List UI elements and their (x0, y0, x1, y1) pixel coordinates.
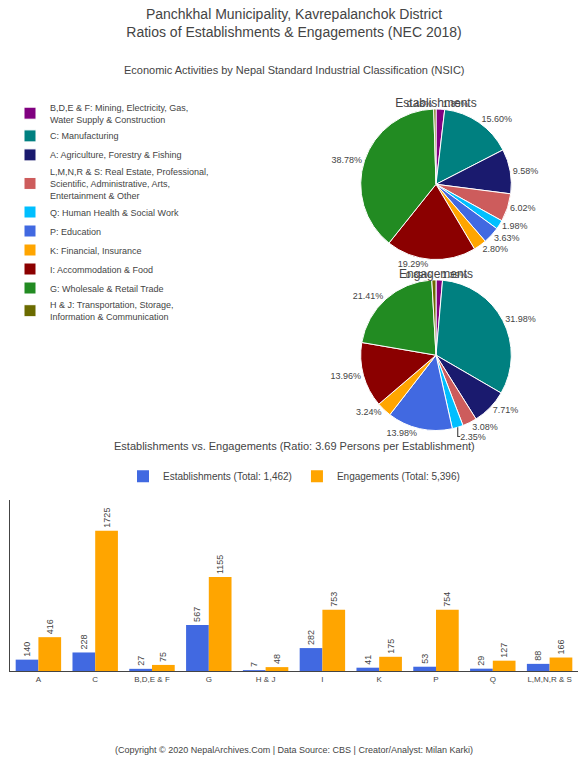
svg-text:753: 753 (329, 592, 339, 607)
svg-text:1.85%: 1.85% (443, 99, 469, 109)
svg-text:Engagements (Total: 5,396): Engagements (Total: 5,396) (337, 471, 460, 482)
svg-text:27: 27 (136, 656, 146, 666)
svg-text:2.80%: 2.80% (483, 244, 509, 254)
svg-text:3.24%: 3.24% (356, 407, 382, 417)
svg-text:416: 416 (45, 619, 55, 634)
svg-text:21.41%: 21.41% (353, 291, 384, 301)
svg-text:166: 166 (556, 639, 566, 654)
svg-text:Economic Activities by Nepal S: Economic Activities by Nepal Standard In… (124, 64, 465, 76)
svg-text:H & J: Transportation, Storage: H & J: Transportation, Storage,Informati… (50, 300, 174, 322)
svg-text:75: 75 (158, 652, 168, 662)
svg-text:Establishments (Total: 1,462): Establishments (Total: 1,462) (163, 471, 292, 482)
svg-text:3.63%: 3.63% (494, 233, 520, 243)
svg-text:B,D,E & F: B,D,E & F (134, 675, 170, 684)
svg-text:Establishments: Establishments (395, 96, 476, 110)
svg-text:13.96%: 13.96% (330, 371, 361, 381)
svg-text:7: 7 (249, 662, 259, 667)
svg-text:88: 88 (533, 651, 543, 661)
svg-text:228: 228 (79, 634, 89, 649)
svg-text:567: 567 (192, 607, 202, 622)
svg-text:1.98%: 1.98% (502, 221, 528, 231)
svg-text:0.89%: 0.89% (406, 270, 432, 280)
svg-text:B,D,E & F: Mining, Electricity: B,D,E & F: Mining, Electricity, Gas,Wate… (50, 103, 188, 125)
svg-text:29: 29 (476, 656, 486, 666)
svg-text:1155: 1155 (215, 555, 225, 574)
svg-text:1725: 1725 (102, 508, 112, 528)
svg-text:19.29%: 19.29% (398, 259, 429, 269)
svg-text:754: 754 (442, 592, 452, 607)
svg-text:9.58%: 9.58% (513, 166, 539, 176)
svg-text:127: 127 (499, 643, 509, 658)
svg-text:C: C (92, 675, 98, 684)
svg-text:L,M,N,R & S: L,M,N,R & S (527, 675, 571, 684)
svg-text:31.98%: 31.98% (505, 314, 536, 324)
svg-text:H & J: H & J (256, 675, 276, 684)
svg-text:(Copyright © 2020 NepalArchive: (Copyright © 2020 NepalArchives.Com | Da… (115, 745, 473, 755)
svg-text:C: Manufacturing: C: Manufacturing (50, 131, 119, 141)
svg-text:282: 282 (306, 630, 316, 645)
svg-text:I: Accommodation & Food: I: Accommodation & Food (50, 265, 153, 275)
svg-text:48: 48 (272, 654, 282, 664)
svg-text:53: 53 (420, 654, 430, 664)
svg-text:P: P (433, 675, 438, 684)
svg-text:G: G (206, 675, 212, 684)
svg-text:L,M,N,R & S: Real Estate, Prof: L,M,N,R & S: Real Estate, Professional,S… (50, 167, 209, 200)
svg-text:0.48%: 0.48% (407, 99, 433, 109)
svg-text:41: 41 (363, 655, 373, 665)
svg-text:G: Wholesale & Retail Trade: G: Wholesale & Retail Trade (50, 284, 164, 294)
svg-text:15.60%: 15.60% (481, 114, 512, 124)
svg-text:Engagements: Engagements (399, 267, 473, 281)
svg-text:140: 140 (22, 642, 32, 657)
svg-text:A: A (36, 675, 42, 684)
svg-text:Panchkhal Municipality, Kavrep: Panchkhal Municipality, Kavrepalanchok D… (126, 6, 461, 40)
svg-text:7.71%: 7.71% (493, 405, 519, 415)
svg-text:P: Education: P: Education (50, 227, 101, 237)
svg-text:A: Agriculture, Forestry & Fis: A: Agriculture, Forestry & Fishing (50, 150, 182, 160)
svg-text:3.08%: 3.08% (472, 422, 498, 432)
svg-text:K: Financial, Insurance: K: Financial, Insurance (50, 246, 142, 256)
svg-text:175: 175 (386, 639, 396, 654)
svg-text:I: I (321, 675, 323, 684)
svg-text:Q: Q (490, 675, 496, 684)
svg-text:38.78%: 38.78% (332, 155, 363, 165)
svg-text:Establishments vs. Engagements: Establishments vs. Engagements (Ratio: 3… (114, 440, 475, 452)
svg-text:K: K (377, 675, 383, 684)
svg-text:13.98%: 13.98% (387, 428, 418, 438)
svg-text:1.39%: 1.39% (442, 270, 468, 280)
svg-text:6.02%: 6.02% (510, 203, 536, 213)
svg-text:2.35%: 2.35% (460, 432, 486, 442)
svg-text:Q: Human Health & Social Work: Q: Human Health & Social Work (50, 208, 179, 218)
